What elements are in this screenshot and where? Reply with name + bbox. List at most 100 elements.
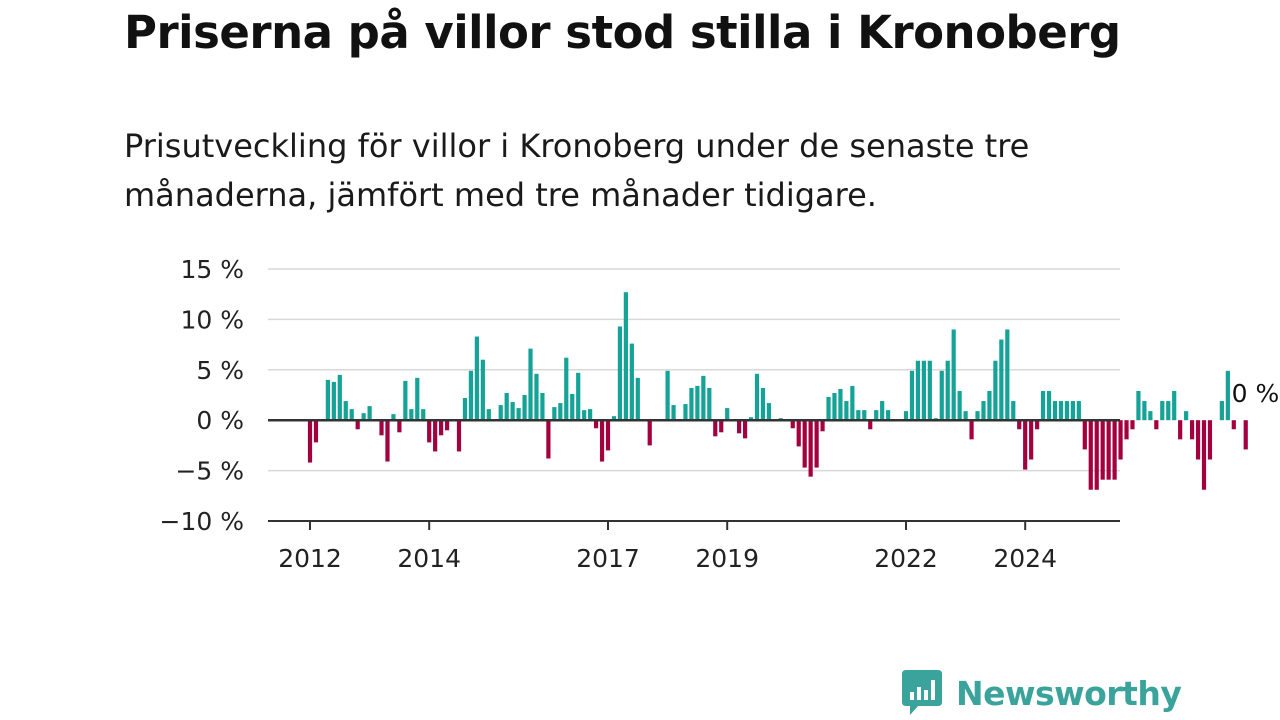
y-tick-label: 0 % xyxy=(196,406,244,435)
bar xyxy=(516,408,521,421)
bar xyxy=(415,377,420,421)
bar xyxy=(1112,420,1117,480)
bar xyxy=(546,420,551,459)
bar xyxy=(1005,329,1010,421)
bar xyxy=(462,398,468,421)
bar xyxy=(790,420,795,429)
bar xyxy=(397,420,402,433)
bar xyxy=(701,375,706,421)
bar xyxy=(379,420,384,436)
bar xyxy=(742,420,748,439)
bar xyxy=(1195,420,1201,460)
bars xyxy=(307,292,1248,490)
bar xyxy=(814,420,819,468)
bar xyxy=(361,413,366,421)
latest-value-label: 0 % xyxy=(1232,379,1280,408)
bar xyxy=(719,420,724,433)
bar xyxy=(617,326,623,421)
bar xyxy=(963,411,968,421)
bar xyxy=(1225,370,1230,421)
bar xyxy=(1100,420,1105,480)
bar xyxy=(1142,401,1147,421)
bar xyxy=(540,392,545,421)
bar xyxy=(1184,411,1189,421)
bar xyxy=(838,388,843,421)
bar xyxy=(808,420,813,477)
bar xyxy=(1160,401,1165,421)
bar xyxy=(605,420,611,451)
bar xyxy=(480,359,485,421)
bar xyxy=(635,377,640,421)
y-tick-label: 15 % xyxy=(180,255,244,284)
bar xyxy=(623,292,628,421)
bar xyxy=(850,385,855,421)
bar xyxy=(856,410,861,421)
x-tick-label: 2014 xyxy=(397,544,461,573)
bar xyxy=(665,370,670,421)
bar xyxy=(725,408,730,421)
bar xyxy=(433,420,438,452)
bar xyxy=(564,357,569,421)
bar xyxy=(1035,420,1040,430)
bar xyxy=(981,401,986,421)
bar xyxy=(1207,420,1213,460)
bar xyxy=(409,409,414,421)
bar xyxy=(331,381,336,421)
bar xyxy=(313,420,319,443)
bar xyxy=(1046,390,1052,421)
bar xyxy=(945,360,950,421)
bar xyxy=(909,370,915,421)
bar xyxy=(385,420,390,462)
bar xyxy=(1029,420,1034,460)
x-tick-label: 2019 xyxy=(695,544,759,573)
bar xyxy=(1166,401,1171,421)
bar xyxy=(957,390,962,421)
bar xyxy=(1130,420,1135,430)
bar xyxy=(1178,420,1183,440)
bar xyxy=(1082,420,1087,450)
bar xyxy=(1106,420,1111,480)
bar xyxy=(307,420,313,463)
newsworthy-logo: Newsworthy xyxy=(902,670,1182,716)
bar xyxy=(975,411,980,421)
bar xyxy=(1088,420,1093,490)
bar xyxy=(1040,390,1046,421)
bar xyxy=(468,370,474,421)
bar xyxy=(987,390,992,421)
bar xyxy=(999,339,1004,421)
bar xyxy=(695,385,700,421)
bar xyxy=(611,416,617,421)
bar xyxy=(1058,401,1064,421)
bar xyxy=(927,360,932,421)
bar xyxy=(868,420,873,430)
axes xyxy=(268,418,1120,530)
bar xyxy=(1243,420,1248,450)
bar xyxy=(951,329,956,421)
bar xyxy=(921,360,926,421)
bar xyxy=(510,402,515,421)
bar xyxy=(707,387,712,421)
x-axis-tick-labels: 2012 2014 2017 2019 2022 2024 xyxy=(278,544,1057,573)
bar xyxy=(689,387,694,421)
bar xyxy=(1231,420,1236,430)
bar xyxy=(880,401,885,421)
y-tick-label: 10 % xyxy=(180,305,244,334)
bar xyxy=(874,410,879,421)
gridlines xyxy=(268,268,1120,472)
bar xyxy=(444,420,450,431)
x-tick-label: 2012 xyxy=(278,544,342,573)
bar xyxy=(599,420,605,462)
bar xyxy=(737,420,742,434)
bar xyxy=(391,414,396,421)
annotations: 0 % xyxy=(1232,379,1280,408)
bar xyxy=(629,343,634,421)
bar xyxy=(528,348,533,421)
y-tick-label: 5 % xyxy=(196,356,244,385)
y-axis-tick-labels: 15 % 10 % 5 % 0 % −5 % −10 % xyxy=(160,255,244,536)
bar xyxy=(456,420,462,452)
bar xyxy=(522,395,527,421)
bar xyxy=(1017,420,1022,430)
bar xyxy=(504,392,509,421)
bar xyxy=(1070,401,1075,421)
bar xyxy=(1172,390,1177,421)
